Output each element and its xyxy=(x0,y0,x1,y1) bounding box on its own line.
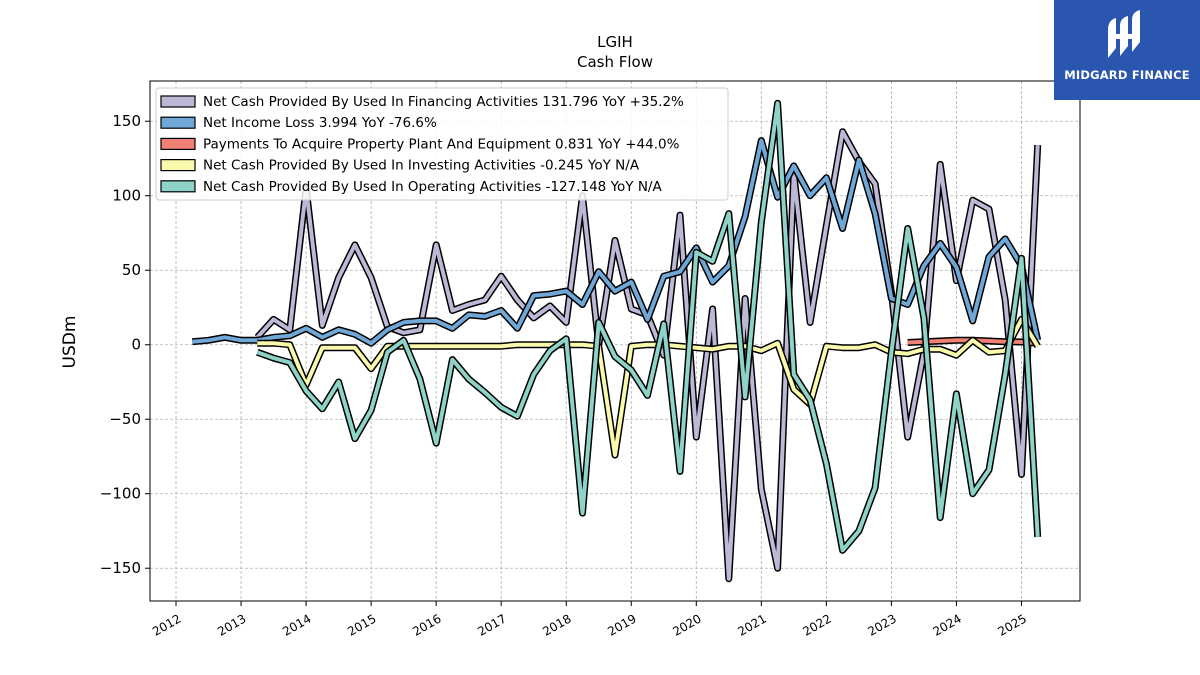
x-tick-label: 2016 xyxy=(410,611,443,638)
x-tick-label: 2012 xyxy=(150,611,183,638)
x-tick-label: 2022 xyxy=(800,611,833,638)
x-tick-label: 2019 xyxy=(605,611,638,638)
y-tick-label: 100 xyxy=(112,187,141,205)
x-tick-label: 2020 xyxy=(670,611,703,638)
legend: Net Cash Provided By Used In Financing A… xyxy=(155,87,729,201)
series-lines xyxy=(191,99,1042,583)
legend-swatch xyxy=(160,159,196,172)
chart-title: LGIH xyxy=(597,33,633,51)
series-4 xyxy=(256,99,1042,554)
legend-label: Net Cash Provided By Used In Investing A… xyxy=(203,158,640,174)
x-tick-label: 2023 xyxy=(865,611,898,638)
legend-label: Net Income Loss 3.994 YoY -76.6% xyxy=(203,115,437,131)
series-3 xyxy=(257,315,1041,459)
x-tick-label: 2018 xyxy=(540,611,573,638)
x-tick-label: 2013 xyxy=(215,611,248,638)
y-tick-label: 50 xyxy=(122,261,141,279)
axis-ticks: −150 −100 −50 0 50 100 150 2012 2013 2014 2015 2016… xyxy=(100,112,1029,639)
x-tick-label: 2017 xyxy=(475,611,508,638)
legend-swatch xyxy=(160,116,196,129)
y-tick-label: 150 xyxy=(112,112,141,130)
legend-box xyxy=(155,87,729,201)
axes-frame xyxy=(149,80,1081,602)
x-tick-label: 2024 xyxy=(930,611,963,638)
legend-label: Net Cash Provided By Used In Financing A… xyxy=(203,94,684,110)
y-tick-label: −50 xyxy=(109,410,141,428)
y-tick-label: −150 xyxy=(100,559,141,577)
x-tick-label: 2015 xyxy=(345,611,378,638)
y-tick-label: 0 xyxy=(131,336,141,354)
midgard-finance-logo: MIDGARD FINANCE xyxy=(1054,0,1200,100)
legend-label: Net Cash Provided By Used In Operating A… xyxy=(203,179,662,195)
legend-swatch xyxy=(160,137,196,150)
legend-swatch xyxy=(160,180,196,193)
x-tick-label: 2025 xyxy=(996,611,1029,638)
x-tick-label: 2014 xyxy=(280,611,313,638)
chart-subtitle: Cash Flow xyxy=(577,53,653,71)
series-line xyxy=(256,101,1040,553)
y-axis-label: USDm xyxy=(60,316,80,369)
legend-swatch xyxy=(160,95,196,108)
series-line xyxy=(257,317,1040,457)
logo-mark-icon xyxy=(1108,10,1140,58)
x-tick-label: 2021 xyxy=(735,611,768,638)
logo-text: MIDGARD FINANCE xyxy=(1064,68,1190,82)
y-tick-label: −100 xyxy=(100,485,141,503)
legend-label: Payments To Acquire Property Plant And E… xyxy=(203,136,680,152)
